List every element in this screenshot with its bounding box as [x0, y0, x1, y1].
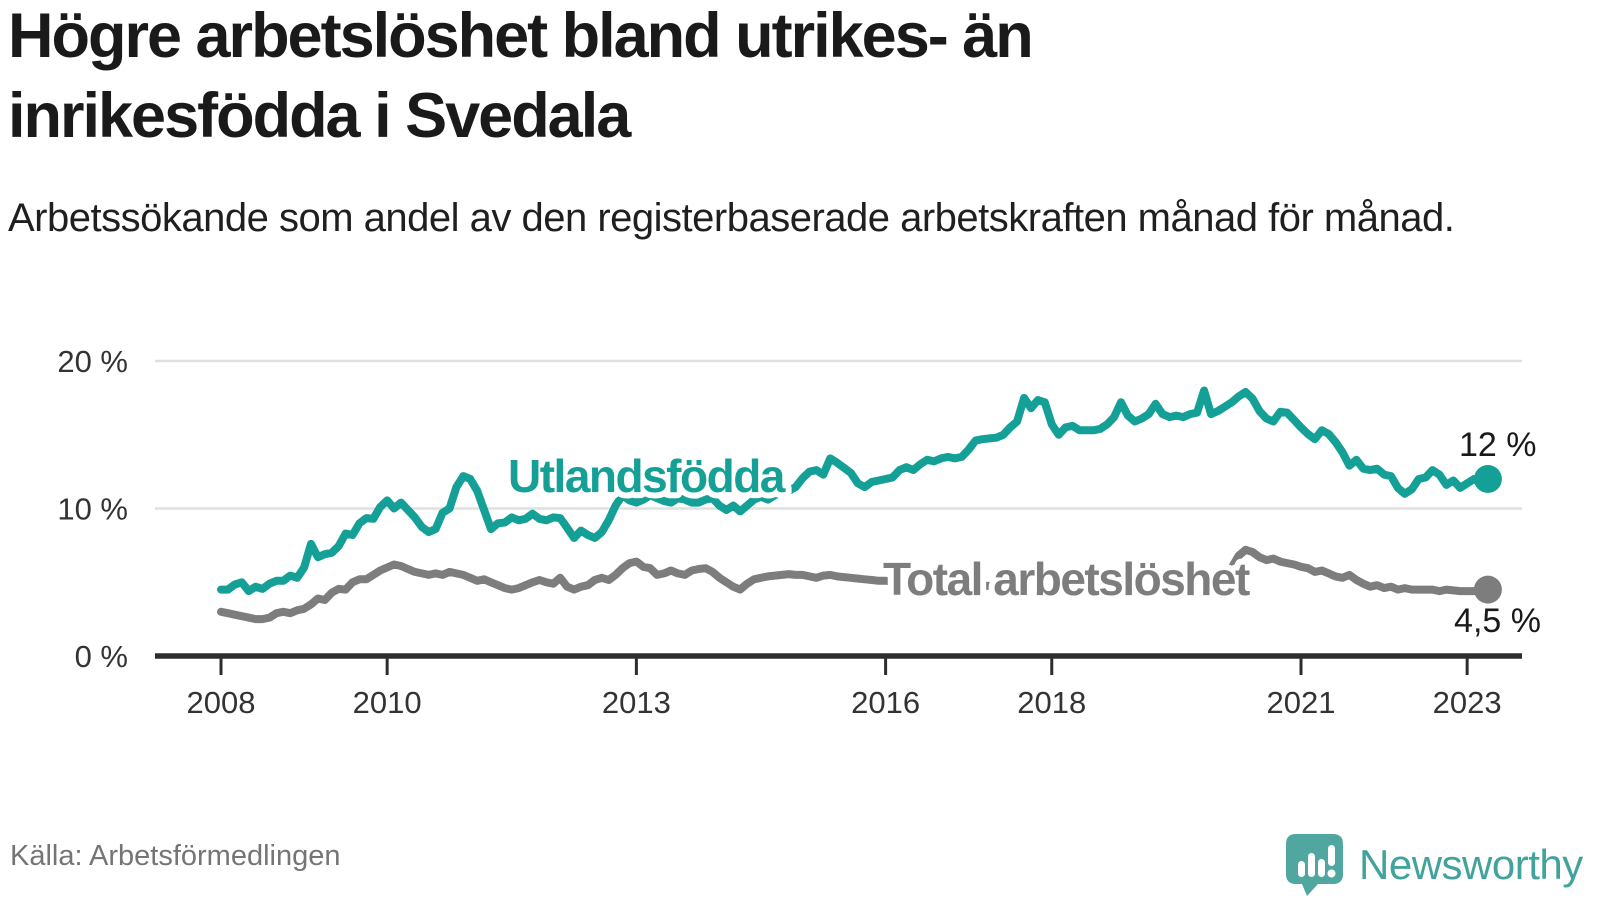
end-annotation-utlandsfodda: 12 % — [1459, 426, 1537, 464]
x-axis-label-2016: 2016 — [851, 685, 920, 720]
source-note: Källa: Arbetsförmedlingen — [10, 840, 341, 872]
series-line-utlandsfodda — [217, 386, 1492, 596]
x-axis-label-2018: 2018 — [1017, 685, 1086, 720]
newsworthy-logo-text: Newsworthy — [1359, 841, 1583, 888]
end-annotation-total: 4,5 % — [1454, 602, 1541, 640]
x-axis-label-2013: 2013 — [602, 685, 671, 720]
series-label-total: Total arbetslöshet — [883, 553, 1250, 605]
logo-bar-1 — [1298, 861, 1305, 877]
chart-subtitle: Arbetssökande som andel av den registerb… — [8, 196, 1455, 240]
x-axis-label-2008: 2008 — [187, 685, 256, 720]
newsworthy-logo-icon — [1286, 834, 1343, 896]
x-axis-label-2021: 2021 — [1267, 685, 1336, 720]
y-axis-label-20: 20 % — [57, 344, 128, 379]
x-axis-label-2023: 2023 — [1433, 685, 1502, 720]
newsworthy-logo: Newsworthy — [1286, 834, 1583, 896]
logo-exclamation-dot — [1327, 869, 1336, 878]
logo-exclamation-bar — [1328, 845, 1335, 866]
logo-bar-2 — [1308, 853, 1315, 877]
series-line-total — [217, 545, 1492, 624]
x-axis-label-2010: 2010 — [353, 685, 422, 720]
chart-title: Högre arbetslöshet bland utrikes- än inr… — [8, 1, 1034, 151]
end-dot-utlandsfodda — [1473, 465, 1502, 493]
y-axis-label-0: 0 % — [75, 639, 128, 674]
y-axis-label-10: 10 % — [57, 492, 128, 527]
logo-bar-3 — [1318, 859, 1325, 877]
series-label-utlandsfodda: Utlandsfödda — [508, 450, 786, 502]
end-dot-total — [1473, 575, 1502, 604]
